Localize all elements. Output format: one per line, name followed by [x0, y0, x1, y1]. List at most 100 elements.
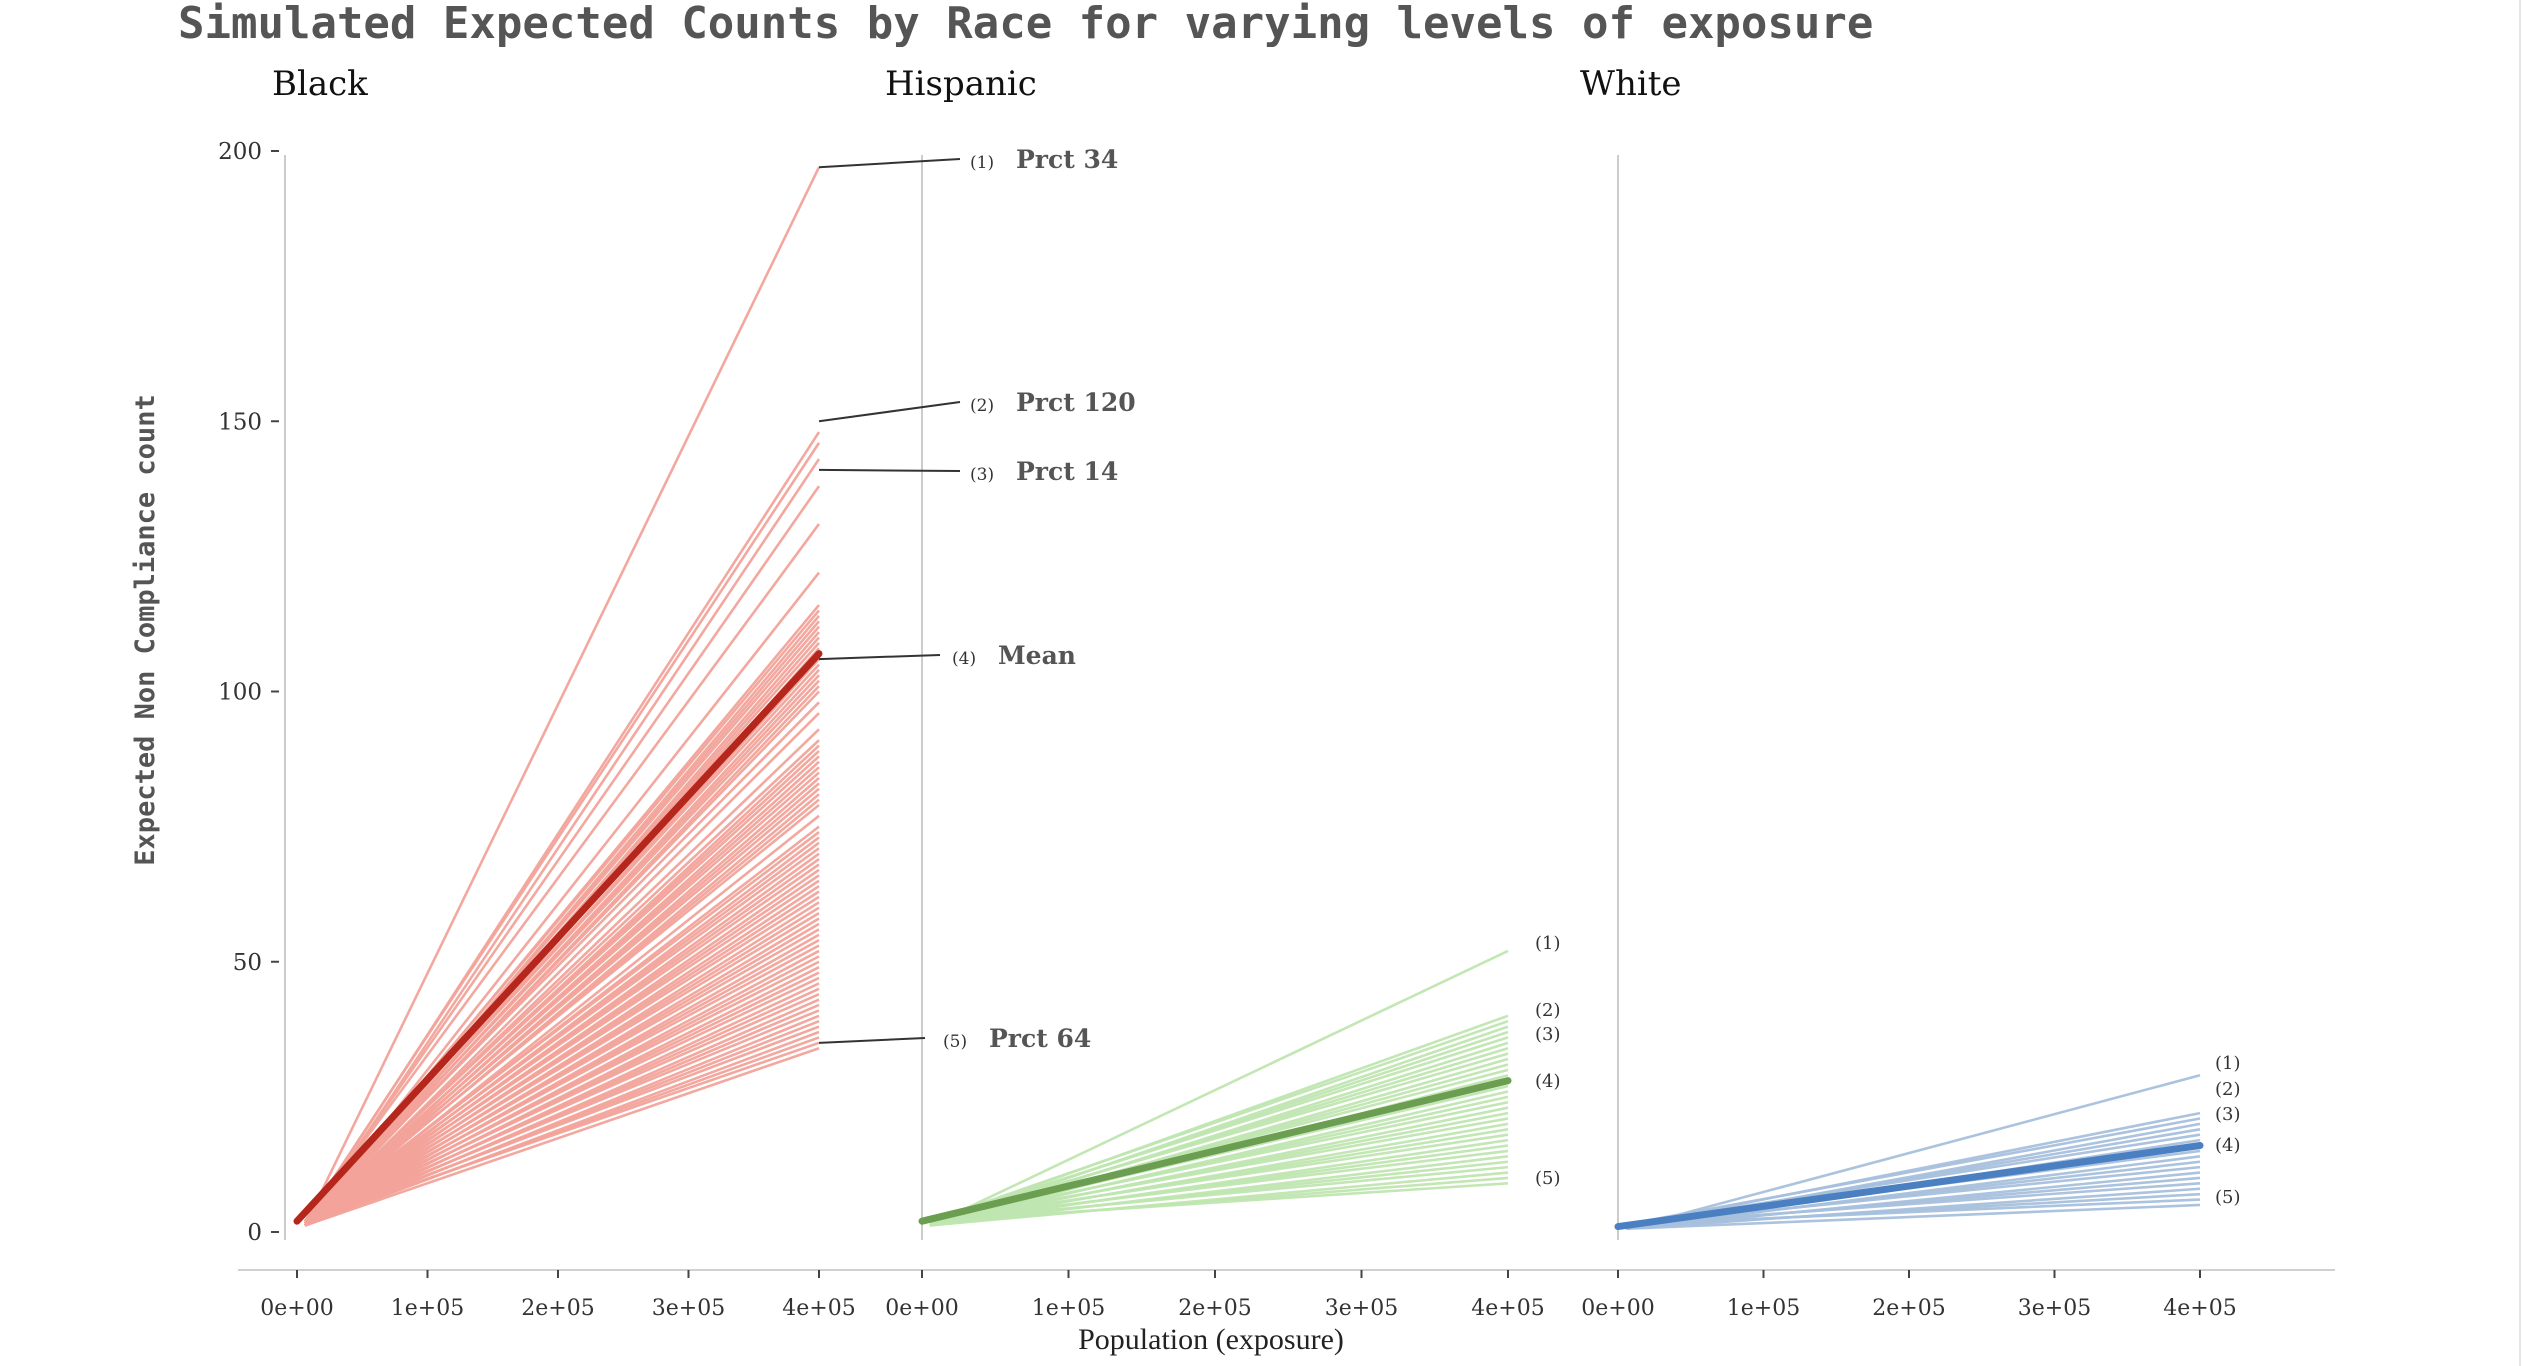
- annotation-rank: (5): [2215, 1187, 2241, 1208]
- annotation-leader: [818, 654, 941, 661]
- chart-title: Simulated Expected Counts by Race for va…: [178, 0, 1873, 49]
- annotation-rank: (1): [1535, 933, 1561, 954]
- x-tick-label: 3e+05: [1325, 1296, 1398, 1321]
- sim-line-black: [304, 739, 820, 1223]
- sim-line-white: [1625, 1182, 2201, 1226]
- sim-line-black: [304, 928, 820, 1223]
- x-tick-label: 4e+05: [2163, 1296, 2236, 1321]
- sim-line-black: [304, 771, 820, 1223]
- annotation-leader: [818, 401, 961, 423]
- sim-line-black: [304, 755, 820, 1223]
- panel-title-black: Black: [272, 64, 368, 104]
- sim-line-black: [304, 960, 820, 1223]
- x-tick-label: 2e+05: [1178, 1296, 1251, 1321]
- panel-title-white: White: [1580, 64, 1682, 104]
- annotation-rank: (3): [970, 465, 994, 485]
- sim-line-black: [304, 830, 820, 1223]
- sim-line-black: [304, 1041, 820, 1223]
- annotation-leader: [818, 1037, 926, 1044]
- annotation-rank: (3): [1535, 1024, 1561, 1045]
- sim-line-hispanic: [929, 1182, 1509, 1223]
- annotation-rank: (5): [1535, 1168, 1561, 1189]
- annotation-label: Prct 34: [1016, 145, 1118, 174]
- sim-line-black: [304, 679, 820, 1223]
- y-tick-label: 200: [218, 139, 262, 165]
- sim-line-black: [303, 523, 821, 1222]
- annotation-rank: (4): [2215, 1135, 2241, 1156]
- annotation-label: Prct 14: [1016, 457, 1118, 486]
- mean-lines-layer: [293, 650, 2204, 1231]
- annotation-leader: [818, 468, 961, 472]
- sim-line-black: [304, 701, 820, 1223]
- panel-title-hispanic: Hispanic: [885, 64, 1037, 104]
- annotation-rank: (2): [2215, 1079, 2241, 1100]
- sim-line-black: [304, 944, 820, 1223]
- annotation-rank: (4): [1535, 1071, 1561, 1092]
- sim-line-white: [1625, 1117, 2201, 1226]
- sim-line-black: [303, 442, 821, 1222]
- sim-line-hispanic: [929, 1036, 1509, 1223]
- annotation-rank: (2): [1535, 1000, 1561, 1021]
- y-tick-label: 100: [218, 680, 262, 706]
- x-tick-label: 1e+05: [1727, 1296, 1800, 1321]
- sim-line-white: [1625, 1203, 2201, 1231]
- annotation-label: Prct 64: [989, 1024, 1091, 1053]
- annotation-rank: (1): [970, 153, 994, 173]
- sim-line-black: [303, 458, 821, 1227]
- x-tick-label: 2e+05: [1872, 1296, 1945, 1321]
- sim-line-black: [304, 863, 820, 1223]
- annotation-rank: (2): [970, 396, 994, 416]
- sim-line-black: [304, 1047, 820, 1227]
- sim-line-hispanic: [929, 1149, 1509, 1223]
- x-tick-label: 4e+05: [1471, 1296, 1544, 1321]
- x-tick-label: 1e+05: [1032, 1296, 1105, 1321]
- mean-line-hispanic: [918, 1077, 1512, 1225]
- sim-line-hispanic: [929, 1019, 1509, 1223]
- y-tick-label: 150: [218, 409, 262, 435]
- x-tick-label: 3e+05: [2018, 1296, 2091, 1321]
- labels-layer: 0 50 100 150 200 Black 0e+00 1e+05 2e+05 3e+05 4e+…: [218, 64, 2237, 1321]
- sim-line-black: [304, 847, 820, 1223]
- sim-line-black: [304, 1009, 820, 1223]
- annotation-rank: (4): [952, 649, 976, 669]
- sim-line-white: [1625, 1073, 2201, 1231]
- annotation-label: Prct 120: [1016, 388, 1136, 417]
- sim-line-black: [304, 787, 820, 1223]
- y-axis-label: Expected Non Compliance count: [130, 394, 161, 865]
- x-tick-label: 1e+05: [391, 1296, 464, 1321]
- sim-line-hispanic: [929, 1117, 1509, 1223]
- annotation-label: Mean: [998, 641, 1076, 670]
- sim-line-black: [303, 485, 821, 1225]
- x-tick-label: 0e+00: [885, 1296, 958, 1321]
- sim-line-hispanic: [929, 949, 1509, 1227]
- sim-line-black: [304, 911, 820, 1223]
- x-tick-label: 0e+00: [1581, 1296, 1654, 1321]
- annotation-leader: [818, 158, 961, 169]
- sim-line-black: [303, 166, 821, 1227]
- x-tick-label: 2e+05: [521, 1296, 594, 1321]
- sim-line-black: [304, 803, 820, 1223]
- x-tick-label: 0e+00: [260, 1296, 333, 1321]
- sim-line-black: [304, 663, 820, 1223]
- x-tick-label: 4e+05: [782, 1296, 855, 1321]
- sim-line-black: [304, 1025, 820, 1223]
- sim-line-hispanic: [929, 1165, 1509, 1223]
- annotation-rank: (1): [2215, 1053, 2241, 1074]
- x-axis-label: Population (exposure): [1078, 1323, 1344, 1356]
- annotations-layer: (1) Prct 34 (2) Prct 120 (3) Prct 14 (4) Mean (5…: [818, 145, 2241, 1208]
- sim-line-black: [304, 895, 820, 1223]
- mean-line-white: [1614, 1142, 2204, 1231]
- y-tick-label: 50: [233, 950, 262, 976]
- x-tick-label: 3e+05: [652, 1296, 725, 1321]
- annotation-rank: (3): [2215, 1104, 2241, 1125]
- annotation-rank: (5): [943, 1032, 967, 1052]
- sim-line-white: [1625, 1198, 2201, 1226]
- sim-line-hispanic: [929, 1101, 1509, 1223]
- sim-line-hispanic: [929, 1133, 1509, 1223]
- sim-line-black: [304, 976, 820, 1223]
- sim-line-black: [304, 992, 820, 1223]
- mean-line-black: [293, 650, 823, 1225]
- sim-line-black: [304, 879, 820, 1223]
- y-tick-label: 0: [247, 1220, 262, 1246]
